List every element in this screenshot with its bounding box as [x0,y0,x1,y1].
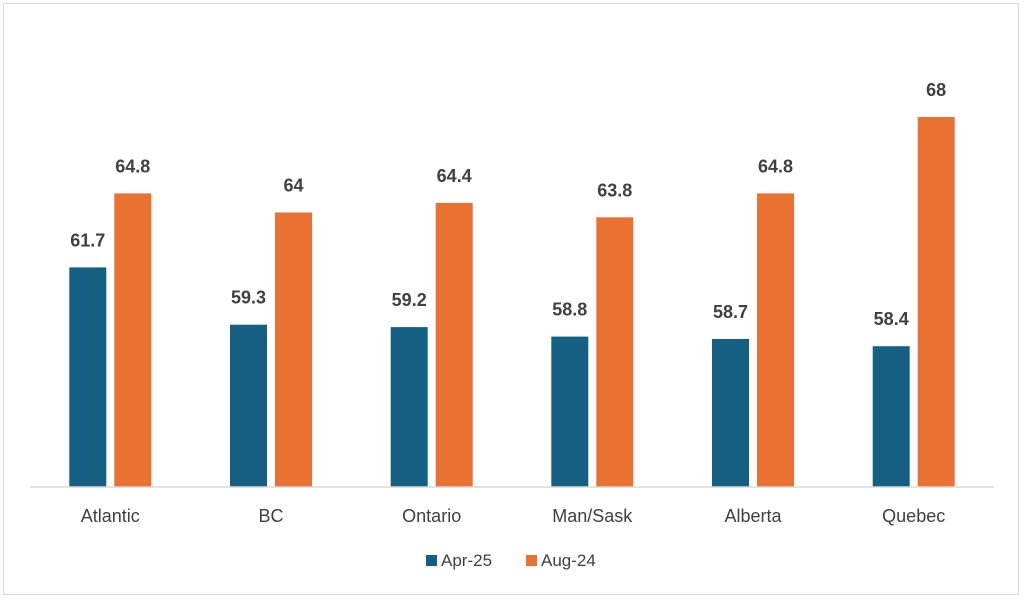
bar-apr-25-quebec [872,346,910,487]
value-label: 58.7 [713,302,748,322]
value-labels-layer: 61.7 64.8 59.3 64 59.2 64.4 58.8 63.8 58.7 64.8 58… [70,80,946,329]
bar-apr-25-alberta [712,339,749,487]
value-label: 61.7 [70,230,105,250]
category-label: Atlantic [81,506,140,526]
value-label: 64.8 [758,156,793,176]
bar-apr-25-atlantic [69,267,107,487]
category-label: BC [258,506,283,526]
value-label: 59.3 [231,288,266,308]
category-label: Alberta [724,506,782,526]
value-label: 63.8 [597,180,632,200]
legend-label: Aug-24 [541,551,596,570]
value-label: 58.8 [552,300,587,320]
value-label: 64.8 [115,156,150,176]
category-labels-layer: Atlantic BC Ontario Man/Sask Alberta Quebec [81,506,945,526]
legend: Apr-25 Aug-24 [426,551,596,570]
bar-apr-25-man-sask [551,336,589,487]
value-label: 58.4 [874,309,909,329]
category-label: Quebec [882,506,945,526]
bars-layer [69,117,955,488]
bar-aug-24-quebec [917,117,955,487]
value-label: 64 [283,176,303,196]
value-label: 68 [926,80,946,100]
bar-aug-24-ontario [435,202,473,487]
legend-swatch [526,555,537,566]
category-label: Man/Sask [552,506,633,526]
legend-label: Apr-25 [441,551,492,570]
chart-frame [3,3,1019,595]
value-label: 59.2 [392,290,427,310]
bar-apr-25-bc [230,324,267,487]
value-label: 64.4 [437,166,472,186]
bar-aug-24-alberta [757,193,794,487]
legend-swatch [426,555,437,566]
bar-aug-24-man-sask [596,217,634,488]
bar-apr-25-ontario [390,327,428,487]
bar-aug-24-bc [275,212,312,487]
category-label: Ontario [402,506,461,526]
bar-aug-24-atlantic [114,193,152,487]
